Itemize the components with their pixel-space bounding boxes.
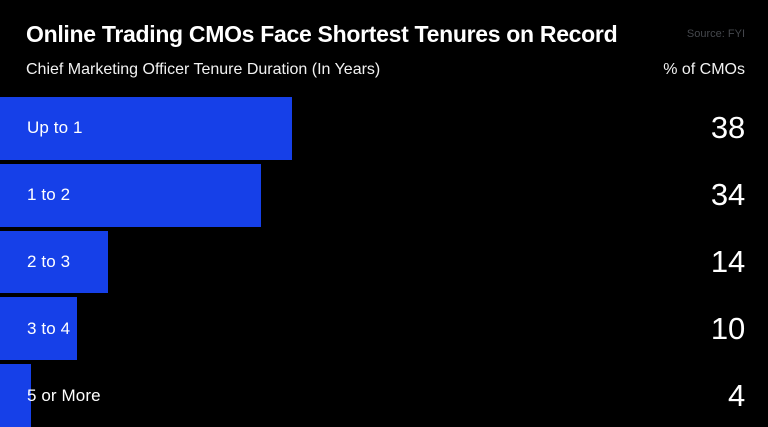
bar-value: 38: [710, 110, 745, 146]
value-axis-label: % of CMOs: [663, 61, 745, 78]
bar-value: 34: [710, 177, 745, 213]
bar: [0, 163, 262, 227]
page-title: Online Trading CMOs Face Shortest Tenure…: [26, 21, 618, 47]
source-credit: Source: FYI: [686, 28, 745, 40]
bar-row: 1 to 2 34: [0, 163, 768, 227]
bar-value: 4: [727, 377, 745, 413]
category-axis-label: Chief Marketing Officer Tenure Duration …: [26, 61, 381, 78]
bar: [0, 230, 108, 294]
bar-label: 1 to 2: [27, 185, 71, 205]
bar-row: Up to 1 38: [0, 97, 768, 160]
bar-value: 14: [710, 243, 745, 279]
bar-value: 10: [710, 310, 745, 346]
bar-row: 3 to 4 10: [0, 297, 768, 361]
bar-row: 2 to 3 14: [0, 230, 768, 294]
bar-label: Up to 1: [27, 118, 83, 138]
subtitle-row: Chief Marketing Officer Tenure Duration …: [26, 61, 745, 79]
chart-header: Online Trading CMOs Face Shortest Tenure…: [0, 0, 768, 79]
bar-chart: Up to 1 38 1 to 2 34 2 to 3 14 3 to 4 10 5 or Mo…: [0, 97, 768, 427]
bar-label: 5 or More: [27, 385, 101, 405]
title-row: Online Trading CMOs Face Shortest Tenure…: [26, 20, 745, 48]
bar: [0, 364, 31, 427]
bar: [0, 97, 292, 160]
bar-label: 3 to 4: [27, 318, 71, 338]
bar-row: 5 or More 4: [0, 364, 768, 427]
bar: [0, 297, 77, 361]
bar-label: 2 to 3: [27, 251, 71, 271]
